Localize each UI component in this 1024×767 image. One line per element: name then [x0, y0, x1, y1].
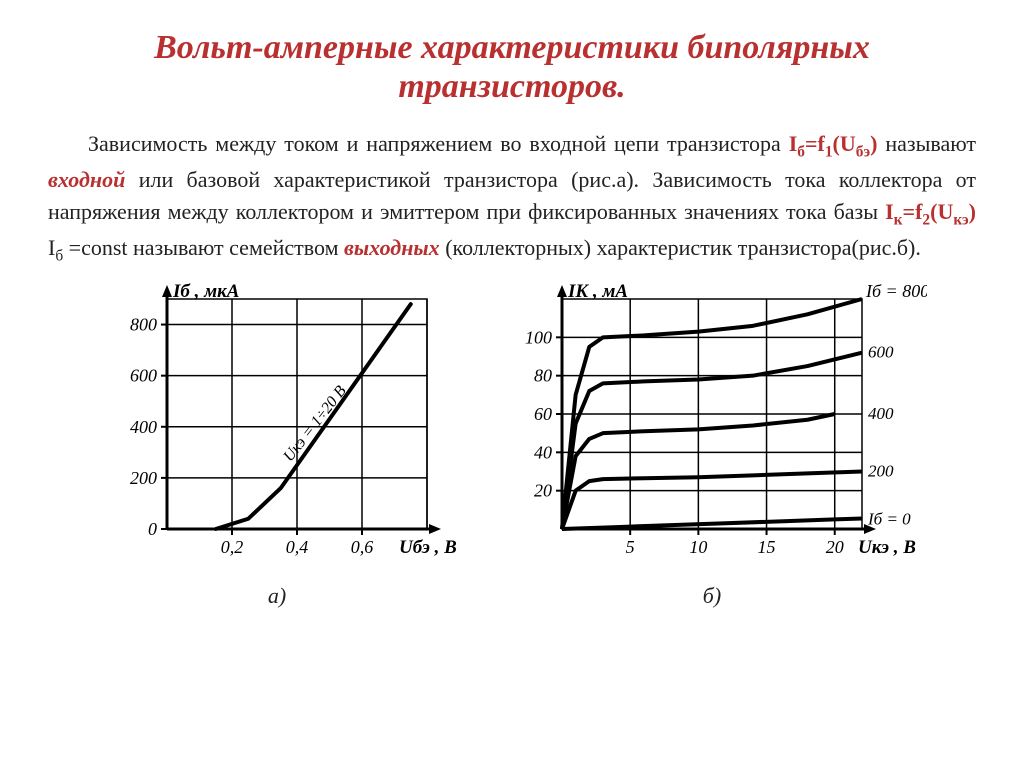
formula-1: Iб=f1(Uбэ): [789, 131, 878, 156]
para-pre1: Зависимость между током и напряжением во…: [88, 131, 789, 156]
svg-text:600: 600: [130, 366, 157, 386]
svg-text:80: 80: [534, 366, 552, 386]
svg-text:0,6: 0,6: [351, 537, 374, 557]
chart-a: 0 200 400 600 800 0,2 0,4 0,6 Iб , мкА Uбэ , В Uкэ…: [97, 279, 457, 579]
svg-text:Iб = 0: Iб = 0: [867, 510, 911, 529]
para-mid1: называют: [885, 131, 976, 156]
svg-text:800: 800: [130, 315, 157, 335]
svg-text:0: 0: [148, 519, 157, 539]
svg-text:0,2: 0,2: [221, 537, 244, 557]
formula-2: Iк=f2(Uкэ): [885, 199, 976, 224]
charts-row: 0 200 400 600 800 0,2 0,4 0,6 Iб , мкА Uбэ , В Uкэ…: [48, 279, 976, 609]
svg-text:Iб = 800 мкА: Iб = 800 мкА: [865, 281, 927, 301]
svg-text:60: 60: [534, 404, 552, 424]
chart-b: 20 40 60 80 100 5 10 15 20 IK , мА Uкэ , В Iб = 800…: [497, 279, 927, 579]
svg-text:Uбэ , В: Uбэ , В: [399, 537, 457, 558]
svg-text:Uкэ = 1÷20 В: Uкэ = 1÷20 В: [280, 383, 350, 466]
svg-text:Uкэ , В: Uкэ , В: [858, 537, 916, 558]
svg-text:Iб , мкА: Iб , мкА: [172, 281, 239, 302]
svg-text:10: 10: [689, 537, 707, 557]
page-title: Вольт-амперные характеристики биполярных…: [48, 28, 976, 106]
keyword-output: выходных: [344, 235, 440, 260]
svg-text:15: 15: [758, 537, 776, 557]
para-tail: (коллекторных) характеристик транзистора…: [445, 235, 921, 260]
para-mid3: Iб =const называют семейством: [48, 235, 344, 260]
svg-text:200: 200: [130, 468, 157, 488]
svg-text:20: 20: [826, 537, 844, 557]
body-paragraph: Зависимость между током и напряжением во…: [48, 128, 976, 267]
svg-text:600: 600: [868, 343, 894, 362]
svg-text:0,4: 0,4: [286, 537, 309, 557]
para-mid2: или базовой характеристикой транзистора …: [48, 167, 976, 224]
svg-text:400: 400: [130, 417, 157, 437]
svg-text:200: 200: [868, 462, 894, 481]
chart-b-caption: б): [703, 583, 721, 609]
keyword-input: входной: [48, 167, 125, 192]
svg-text:20: 20: [534, 481, 552, 501]
chart-b-box: 20 40 60 80 100 5 10 15 20 IK , мА Uкэ , В Iб = 800…: [497, 279, 927, 609]
svg-text:100: 100: [525, 328, 552, 348]
svg-text:40: 40: [534, 443, 552, 463]
svg-text:400: 400: [868, 404, 894, 423]
chart-a-caption: а): [268, 583, 286, 609]
chart-a-box: 0 200 400 600 800 0,2 0,4 0,6 Iб , мкА Uбэ , В Uкэ…: [97, 279, 457, 609]
svg-text:5: 5: [626, 537, 635, 557]
svg-text:IK , мА: IK , мА: [567, 281, 628, 302]
